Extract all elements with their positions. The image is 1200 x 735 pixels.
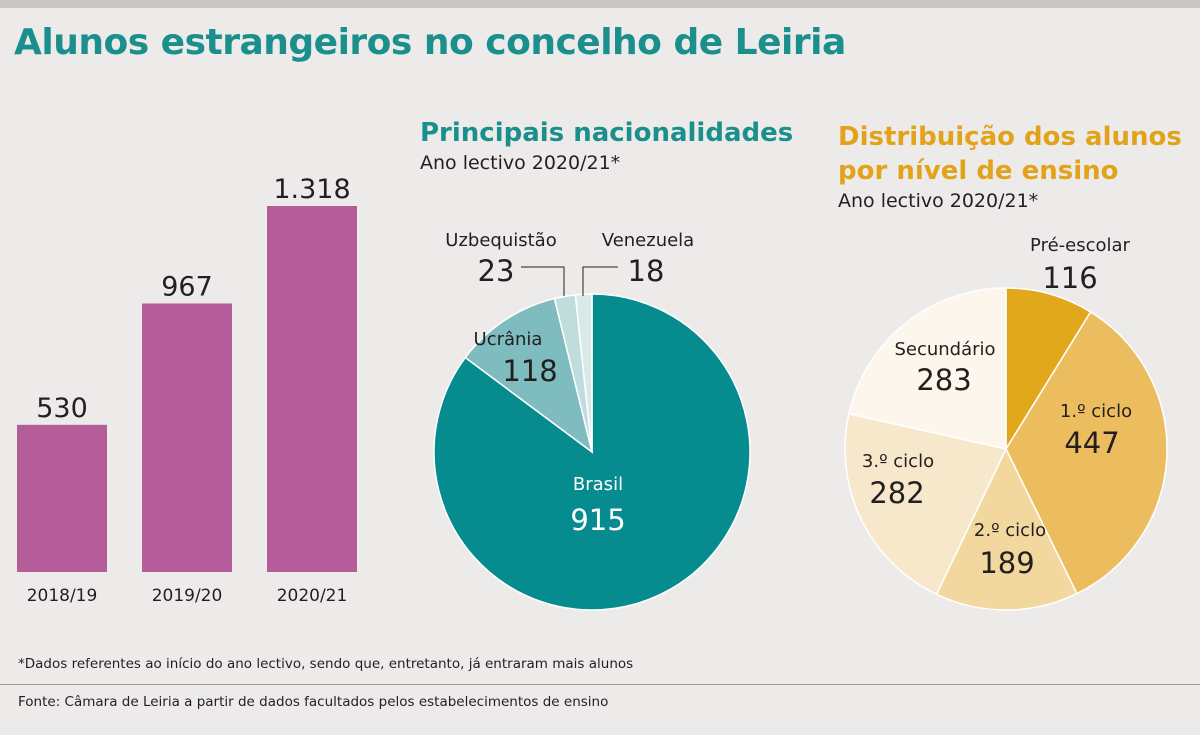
slice-label: Pré-escolar — [1030, 235, 1131, 256]
levels-subtitle: Ano lectivo 2020/21* — [838, 190, 1039, 212]
slice-label: Uzbequistão — [445, 230, 556, 251]
bar-value-label: 1.318 — [273, 174, 350, 205]
slice-label: 2.º ciclo — [974, 520, 1046, 541]
slice-label: 3.º ciclo — [862, 451, 934, 472]
slice-value: 283 — [916, 363, 971, 397]
slice-label: Secundário — [894, 339, 995, 360]
pie-slice-2.º ciclo — [935, 447, 1078, 611]
nationalities-subtitle: Ano lectivo 2020/21* — [420, 152, 621, 174]
levels-pie — [844, 287, 1168, 611]
bar-2019/20 — [142, 303, 232, 572]
pie-slice-Pré-escolar — [1005, 287, 1092, 452]
footnote: *Dados referentes ao início do ano lecti… — [18, 656, 634, 672]
pie-slice-1.º ciclo — [1005, 310, 1168, 595]
top-rule — [0, 0, 1200, 8]
slice-value: 447 — [1064, 426, 1119, 460]
slice-label: Venezuela — [602, 230, 694, 251]
pie-slice-Ucrânia — [464, 297, 594, 454]
bar-category-label: 2020/21 — [277, 586, 348, 606]
bar-value-label: 967 — [161, 271, 213, 302]
pie-slice-Secundário — [848, 287, 1007, 450]
source-note: Fonte: Câmara de Leiria a partir de dado… — [18, 694, 609, 710]
slice-label: 1.º ciclo — [1060, 401, 1132, 422]
bar-2018/19 — [17, 424, 107, 572]
pie-slice-Venezuela — [574, 293, 593, 453]
bar-category-label: 2018/19 — [27, 586, 98, 606]
slice-label: Brasil — [573, 474, 623, 495]
levels-title: Distribuição dos alunos por nível de ens… — [838, 122, 1182, 186]
slice-label: Ucrânia — [474, 329, 543, 350]
slice-value: 189 — [979, 546, 1034, 580]
nationalities-pie — [433, 293, 751, 611]
slice-value: 282 — [869, 476, 924, 510]
slice-value: 23 — [478, 254, 515, 288]
slice-value: 118 — [502, 354, 557, 388]
pie-slice-3.º ciclo — [844, 412, 1008, 596]
nationalities-title: Principais nacionalidades — [420, 118, 794, 148]
bar-value-label: 530 — [36, 393, 88, 424]
page-title: Alunos estrangeiros no concelho de Leiri… — [14, 22, 846, 63]
slice-value: 915 — [570, 503, 625, 537]
footer-divider — [0, 684, 1200, 685]
callout-line — [521, 266, 565, 296]
slice-value: 18 — [628, 254, 665, 288]
callout-line — [582, 266, 618, 296]
bar-category-label: 2019/20 — [152, 586, 223, 606]
bar-2020/21 — [267, 206, 357, 572]
bar-chart — [17, 206, 357, 572]
slice-value: 116 — [1042, 261, 1097, 295]
